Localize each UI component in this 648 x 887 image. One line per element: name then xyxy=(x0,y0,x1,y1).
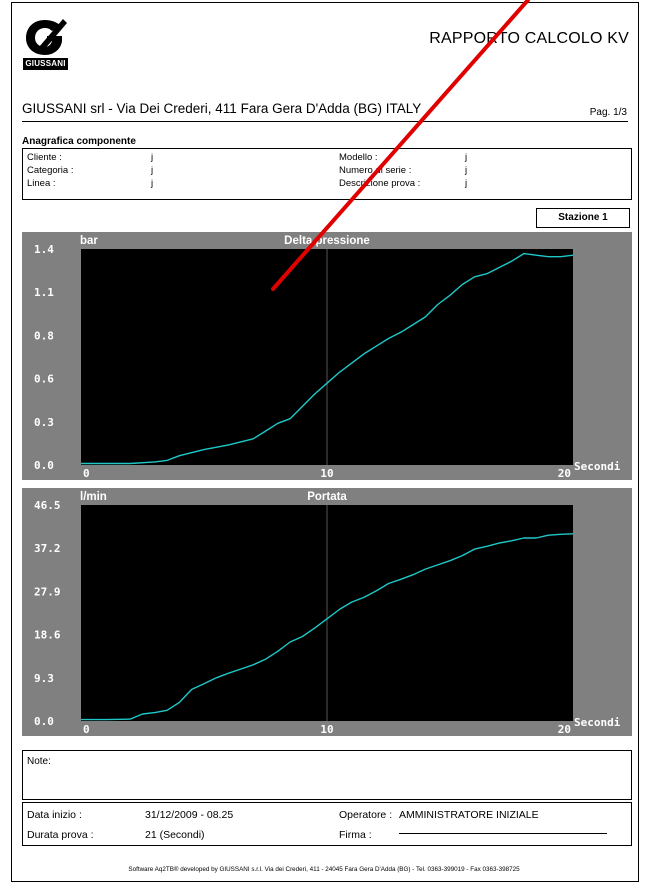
header-divider xyxy=(22,121,628,122)
y-tick-label: 46.5 xyxy=(34,499,61,512)
delta-pressione-chart: Delta pressione bar 0.0 0.3 0.6 0.8 1.1 1.4 0 10 2… xyxy=(22,232,632,480)
categoria-label: Categoria : xyxy=(27,165,74,176)
numero-serie-value: j xyxy=(465,165,468,176)
y-axis-unit: l/min xyxy=(80,491,107,503)
y-tick-label: 1.1 xyxy=(34,286,54,299)
x-axis-label: Secondi xyxy=(574,460,621,473)
note-box: Note: xyxy=(22,750,632,800)
page-number: Pag. 1/3 xyxy=(589,107,627,118)
series-line xyxy=(81,533,574,721)
footer-text: Software Aq2TB® developed by GIUSSANI s.… xyxy=(128,866,520,873)
y-tick-label: 37.2 xyxy=(34,542,61,555)
x-tick-label: 10 xyxy=(320,467,333,480)
categoria-value: j xyxy=(151,165,154,176)
descrizione-prova-label: Descrizione prova : xyxy=(339,178,421,189)
y-tick-label: 0.8 xyxy=(34,329,54,342)
giussani-logo: GIUSSANI xyxy=(23,17,68,73)
cliente-label: Cliente : xyxy=(27,152,62,163)
y-tick-label: 0.6 xyxy=(34,373,54,386)
x-tick-label: 0 xyxy=(83,723,90,736)
y-tick-label: 0.0 xyxy=(34,715,54,728)
anagrafica-box: Cliente : j Modello : j Categoria : j Nu… xyxy=(22,148,632,200)
x-tick-label: 0 xyxy=(83,467,90,480)
descrizione-prova-value: j xyxy=(465,178,468,189)
y-tick-label: 27.9 xyxy=(34,585,61,598)
logo-text: GIUSSANI xyxy=(23,58,68,70)
x-tick-label: 20 xyxy=(558,723,571,736)
logo-mark-icon xyxy=(26,19,67,55)
durata-value: 21 (Secondi) xyxy=(145,829,205,841)
x-tick-label: 20 xyxy=(558,467,571,480)
stazione-label: Stazione 1 xyxy=(536,208,630,228)
data-inizio-value: 31/12/2009 - 08.25 xyxy=(145,809,234,821)
signature-line xyxy=(399,833,607,834)
chart-svg: Portata l/min 0.0 9.3 18.6 27.9 37.2 46.5 0 10 20S… xyxy=(34,491,621,736)
modello-value: j xyxy=(465,152,468,163)
y-tick-label: 0.0 xyxy=(34,459,54,472)
y-tick-label: 0.3 xyxy=(34,416,54,429)
modello-label: Modello : xyxy=(339,152,378,163)
chart-title: Portata xyxy=(307,491,347,503)
durata-label: Durata prova : xyxy=(27,829,94,841)
cliente-value: j xyxy=(151,152,154,163)
operatore-value: AMMINISTRATORE INIZIALE xyxy=(399,809,539,821)
firma-label: Firma : xyxy=(339,829,372,841)
linea-value: j xyxy=(151,178,154,189)
report-title: RAPPORTO CALCOLO KV xyxy=(429,30,629,47)
y-tick-label: 1.4 xyxy=(34,243,54,256)
chart-title: Delta pressione xyxy=(284,235,370,247)
x-axis-label: Secondi xyxy=(574,716,621,729)
numero-serie-label: Numero di serie : xyxy=(339,165,412,176)
chart-svg: Delta pressione bar 0.0 0.3 0.6 0.8 1.1 1.4 0 10 2… xyxy=(34,235,621,480)
data-inizio-label: Data inizio : xyxy=(27,809,82,821)
portata-chart: Portata l/min 0.0 9.3 18.6 27.9 37.2 46.5 0 10 20 S… xyxy=(22,488,632,736)
info-box: Data inizio : 31/12/2009 - 08.25 Operato… xyxy=(22,802,632,846)
linea-label: Linea : xyxy=(27,178,56,189)
operatore-label: Operatore : xyxy=(339,809,393,821)
company-line: GIUSSANI srl - Via Dei Crederi, 411 Fara… xyxy=(22,101,422,116)
report-page: GIUSSANI RAPPORTO CALCOLO KV GIUSSANI sr… xyxy=(11,2,639,882)
note-label: Note: xyxy=(27,756,51,767)
y-axis-unit: bar xyxy=(80,235,98,247)
anagrafica-title: Anagrafica componente xyxy=(22,136,136,147)
x-tick-label: 10 xyxy=(320,723,333,736)
y-tick-label: 9.3 xyxy=(34,672,54,685)
y-tick-label: 18.6 xyxy=(34,629,61,642)
